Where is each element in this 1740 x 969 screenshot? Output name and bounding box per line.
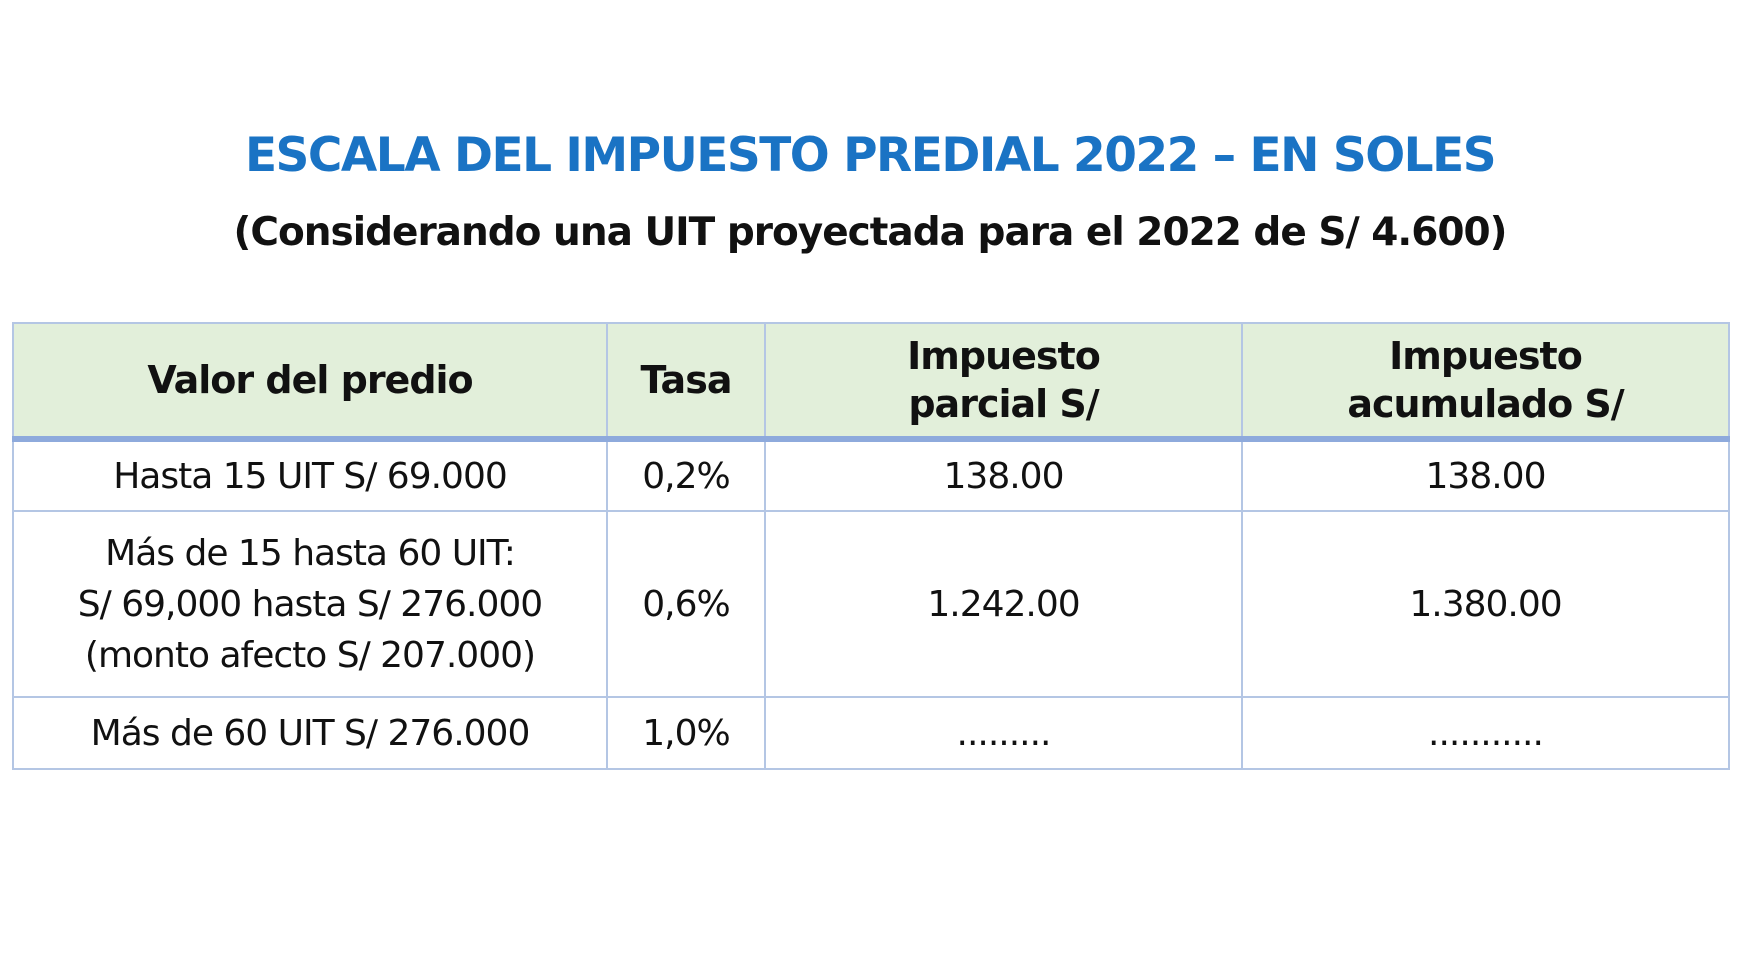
table-row: Hasta 15 UIT S/ 69.000 0,2% 138.00 138.0… — [12, 438, 1730, 512]
cell-tasa: 0,6% — [606, 510, 766, 698]
table-body: Hasta 15 UIT S/ 69.000 0,2% 138.00 138.0… — [12, 438, 1730, 770]
cell-valor-line: Más de 60 UIT S/ 276.000 — [90, 712, 531, 754]
cell-tasa: 1,0% — [606, 696, 766, 770]
cell-impuesto-parcial: 1.242.00 — [764, 510, 1243, 698]
header-acumulado-line-1: Impuesto — [1389, 334, 1583, 378]
header-row: Valor del predio Tasa Impuesto parcial S… — [12, 322, 1730, 442]
tax-scale-table: Valor del predio Tasa Impuesto parcial S… — [12, 322, 1730, 770]
header-tasa: Tasa — [606, 322, 766, 442]
cell-impuesto-parcial: ......... — [764, 696, 1243, 770]
cell-valor-line: Hasta 15 UIT S/ 69.000 — [113, 455, 508, 497]
header-parcial-line-2: parcial S/ — [908, 382, 1099, 426]
cell-impuesto-acumulado: 1.380.00 — [1241, 510, 1730, 698]
header-parcial-line-1: Impuesto — [907, 334, 1101, 378]
header-acumulado-line-2: acumulado S/ — [1347, 382, 1624, 426]
cell-impuesto-acumulado: 138.00 — [1241, 438, 1730, 512]
cell-tasa: 0,2% — [606, 438, 766, 512]
cell-valor: Más de 15 hasta 60 UIT: S/ 69,000 hasta … — [12, 510, 608, 698]
cell-valor-line: Más de 15 hasta 60 UIT: — [105, 532, 516, 574]
table-header: Valor del predio Tasa Impuesto parcial S… — [12, 322, 1730, 442]
table-row: Más de 15 hasta 60 UIT: S/ 69,000 hasta … — [12, 510, 1730, 698]
cell-valor-line: S/ 69,000 hasta S/ 276.000 — [77, 583, 543, 625]
header-valor-del-predio: Valor del predio — [12, 322, 608, 442]
table-row: Más de 60 UIT S/ 276.000 1,0% ......... … — [12, 696, 1730, 770]
cell-impuesto-parcial: 138.00 — [764, 438, 1243, 512]
header-impuesto-parcial: Impuesto parcial S/ — [764, 322, 1243, 442]
page-subtitle: (Considerando una UIT proyectada para el… — [233, 210, 1508, 255]
cell-valor: Más de 60 UIT S/ 276.000 — [12, 696, 608, 770]
page-title: ESCALA DEL IMPUESTO PREDIAL 2022 – EN SO… — [244, 128, 1497, 183]
cell-valor: Hasta 15 UIT S/ 69.000 — [12, 438, 608, 512]
cell-valor-line: (monto afecto S/ 207.000) — [84, 634, 536, 676]
cell-impuesto-acumulado: ........... — [1241, 696, 1730, 770]
header-impuesto-acumulado: Impuesto acumulado S/ — [1241, 322, 1730, 442]
